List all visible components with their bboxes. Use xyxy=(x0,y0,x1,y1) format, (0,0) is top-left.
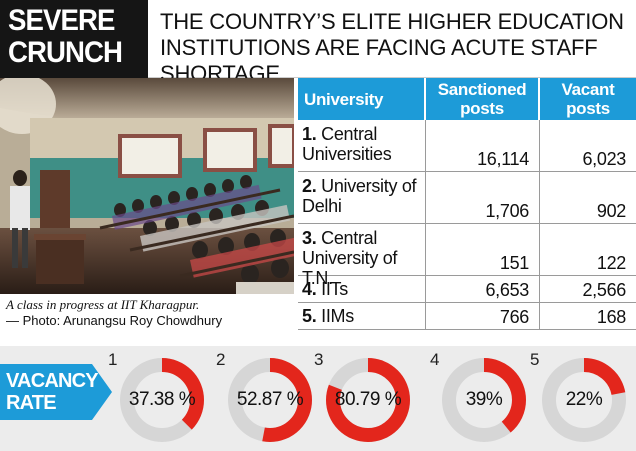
vacancy-donut: 2 52.87 % xyxy=(216,350,316,446)
row-name: IITs xyxy=(321,279,348,299)
header: SEVERE CRUNCH THE COUNTRY’S ELITE HIGHER… xyxy=(0,0,636,86)
vacancy-rate-label: VACANCY RATE xyxy=(0,364,112,420)
caption-text: A class in progress at IIT Kharagpur. xyxy=(6,297,200,312)
table-row: 3. Central University of T.N. 151 122 xyxy=(298,224,636,288)
vacancy-donut: 5 22% xyxy=(530,350,630,446)
tag-line-1: SEVERE xyxy=(8,4,115,37)
row-name: IIMs xyxy=(321,306,354,326)
row-sanctioned: 6,653 xyxy=(426,276,540,302)
row-vacant: 122 xyxy=(596,253,626,273)
col-university: University xyxy=(298,78,424,120)
donut-index: 3 xyxy=(314,350,324,369)
row-sanctioned: 16,114 xyxy=(426,120,540,171)
ring-fill xyxy=(120,358,204,442)
ring-fill xyxy=(326,358,410,442)
vacancy-donut: 1 37.38 % xyxy=(108,350,208,446)
donut-value: 37.38 % xyxy=(128,389,196,410)
row-university: 2. University of Delhi xyxy=(298,172,426,223)
donut-index: 5 xyxy=(530,350,540,369)
donut-index: 4 xyxy=(430,350,440,369)
donut-value: 39% xyxy=(465,389,503,410)
donut-value: 52.87 % xyxy=(236,389,304,410)
donut-value: 80.79 % xyxy=(334,389,402,410)
donut-ring xyxy=(442,358,526,442)
photo-credit: — Photo: Arunangsu Roy Chowdhury xyxy=(6,313,223,328)
photo-caption: A class in progress at IIT Kharagpur. — … xyxy=(0,294,296,346)
row-number: 3. xyxy=(302,228,317,248)
row-name: Central Universities xyxy=(302,124,392,164)
staff-table: University Sanctioned posts Vacant posts… xyxy=(298,78,636,330)
donut-ring xyxy=(326,358,410,442)
vacancy-donut: 4 39% xyxy=(430,350,530,446)
vacancy-label-line-1: VACANCY xyxy=(6,370,99,392)
arrow-label-shape xyxy=(0,364,112,420)
donut-ring xyxy=(228,358,312,442)
col-sanctioned: Sanctioned posts xyxy=(426,78,538,120)
table-row: 4. IITs 6,653 2,566 xyxy=(298,276,636,303)
row-vacant: 2,566 xyxy=(582,280,626,300)
ring-fill xyxy=(542,358,626,442)
col-vacant: Vacant posts xyxy=(540,78,636,120)
classroom-photo xyxy=(0,78,294,294)
donut-ring xyxy=(542,358,626,442)
table-row: 1. Central Universities 16,114 6,023 xyxy=(298,120,636,172)
row-university: 3. Central University of T.N. xyxy=(298,224,426,288)
row-university: 4. IITs xyxy=(298,276,426,302)
row-number: 4. xyxy=(302,279,317,299)
donut-ring xyxy=(120,358,204,442)
row-university: 1. Central Universities xyxy=(298,120,426,171)
donut-index: 2 xyxy=(216,350,226,369)
ring-fill xyxy=(228,358,312,442)
row-university: 5. IIMs xyxy=(298,303,426,329)
vacancy-label-line-2: RATE xyxy=(6,392,57,414)
row-vacant: 168 xyxy=(596,307,626,327)
row-vacant: 902 xyxy=(596,201,626,221)
table-header: University Sanctioned posts Vacant posts xyxy=(298,78,636,120)
row-number: 2. xyxy=(302,176,317,196)
row-name: University of Delhi xyxy=(302,176,417,216)
row-number: 5. xyxy=(302,306,317,326)
section-tag: SEVERE CRUNCH xyxy=(0,0,148,78)
headline: THE COUNTRY’S ELITE HIGHER EDUCATION INS… xyxy=(160,9,624,86)
table-row: 5. IIMs 766 168 xyxy=(298,303,636,330)
donut-value: 22% xyxy=(565,389,603,410)
row-number: 1. xyxy=(302,124,317,144)
vacancy-donut: 3 80.79 % xyxy=(314,350,414,446)
row-sanctioned: 151 xyxy=(426,224,540,275)
row-vacant: 6,023 xyxy=(582,149,626,169)
row-name: Central University of T.N. xyxy=(302,228,398,288)
row-sanctioned: 1,706 xyxy=(426,172,540,223)
row-sanctioned: 766 xyxy=(426,303,540,329)
ring-fill xyxy=(442,358,526,442)
donut-index: 1 xyxy=(108,350,118,369)
tag-line-2: CRUNCH xyxy=(8,36,123,69)
table-row: 2. University of Delhi 1,706 902 xyxy=(298,172,636,224)
